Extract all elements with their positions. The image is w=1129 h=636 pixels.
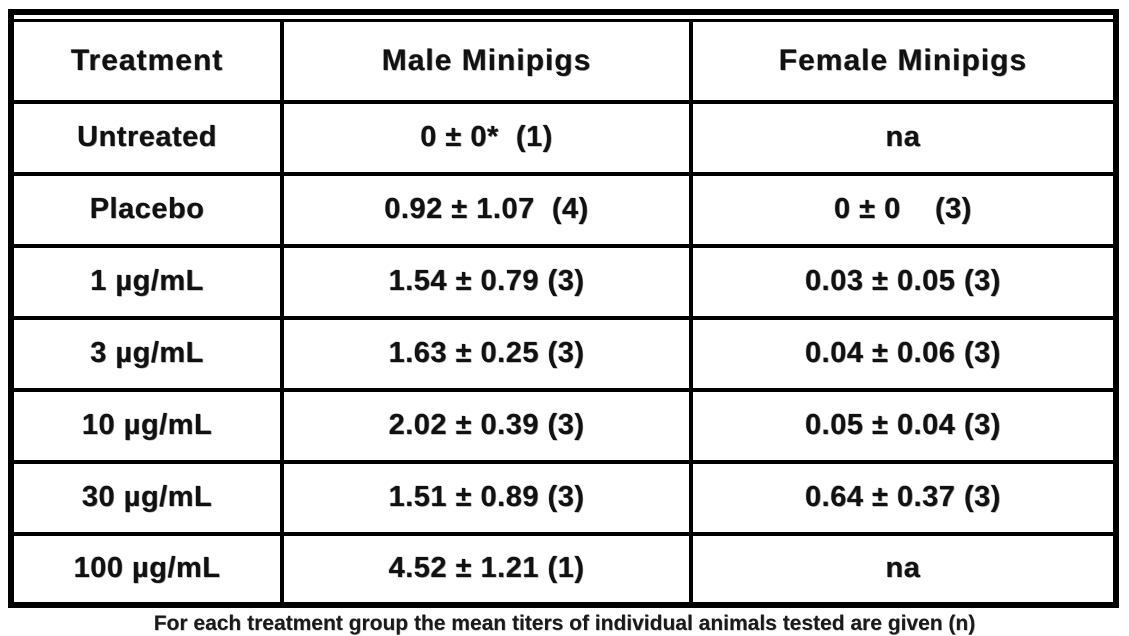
female-minipigs-value-cell: na <box>688 531 1113 602</box>
treatment-cell: Placebo <box>14 171 285 248</box>
treatment-cell: 100 µg/mL <box>14 531 285 602</box>
female-minipigs-value-cell: 0.04 ± 0.06 (3) <box>688 315 1113 392</box>
column-header-female-minipigs: Female Minipigs <box>688 22 1113 104</box>
female-minipigs-value-cell: 0.64 ± 0.37 (3) <box>688 459 1113 536</box>
clipped-footnote-text: For each treatment group the mean titers… <box>153 612 976 635</box>
treatment-cell: 1 µg/mL <box>14 243 285 320</box>
male-minipigs-value-cell: 1.54 ± 0.79 (3) <box>280 243 693 320</box>
treatment-cell: Untreated <box>14 100 285 176</box>
female-minipigs-value-cell: 0 ± 0 (3) <box>688 171 1113 248</box>
table-row: 3 µg/mL 1.63 ± 0.25 (3) 0.04 ± 0.06 (3) <box>14 315 1113 392</box>
table-row: 10 µg/mL 2.02 ± 0.39 (3) 0.05 ± 0.04 (3) <box>14 387 1113 464</box>
male-minipigs-value-cell: 4.52 ± 1.21 (1) <box>280 531 693 602</box>
table-row: 30 µg/mL 1.51 ± 0.89 (3) 0.64 ± 0.37 (3) <box>14 459 1113 536</box>
male-minipigs-value-cell: 1.63 ± 0.25 (3) <box>280 315 693 392</box>
results-table-frame: Treatment Male Minipigs Female Minipigs … <box>8 9 1119 608</box>
female-minipigs-value-cell: 0.05 ± 0.04 (3) <box>688 387 1113 464</box>
male-minipigs-value-cell: 2.02 ± 0.39 (3) <box>280 387 693 464</box>
header-row: Treatment Male Minipigs Female Minipigs <box>14 22 1113 104</box>
treatment-cell: 3 µg/mL <box>14 315 285 392</box>
table-row: 1 µg/mL 1.54 ± 0.79 (3) 0.03 ± 0.05 (3) <box>14 243 1113 320</box>
column-header-male-minipigs: Male Minipigs <box>280 22 693 104</box>
treatment-cell: 30 µg/mL <box>14 459 285 536</box>
table-row: Untreated 0 ± 0* (1) na <box>14 100 1113 176</box>
female-minipigs-value-cell: 0.03 ± 0.05 (3) <box>688 243 1113 320</box>
male-minipigs-value-cell: 0 ± 0* (1) <box>280 100 693 176</box>
table-row: Placebo 0.92 ± 1.07 (4) 0 ± 0 (3) <box>14 171 1113 248</box>
male-minipigs-value-cell: 1.51 ± 0.89 (3) <box>280 459 693 536</box>
treatment-cell: 10 µg/mL <box>14 387 285 464</box>
column-header-treatment: Treatment <box>14 22 285 104</box>
minipig-results-table: Treatment Male Minipigs Female Minipigs … <box>14 22 1113 602</box>
double-top-border-line <box>14 19 1113 22</box>
male-minipigs-value-cell: 0.92 ± 1.07 (4) <box>280 171 693 248</box>
female-minipigs-value-cell: na <box>688 100 1113 176</box>
table-row: 100 µg/mL 4.52 ± 1.21 (1) na <box>14 531 1113 602</box>
